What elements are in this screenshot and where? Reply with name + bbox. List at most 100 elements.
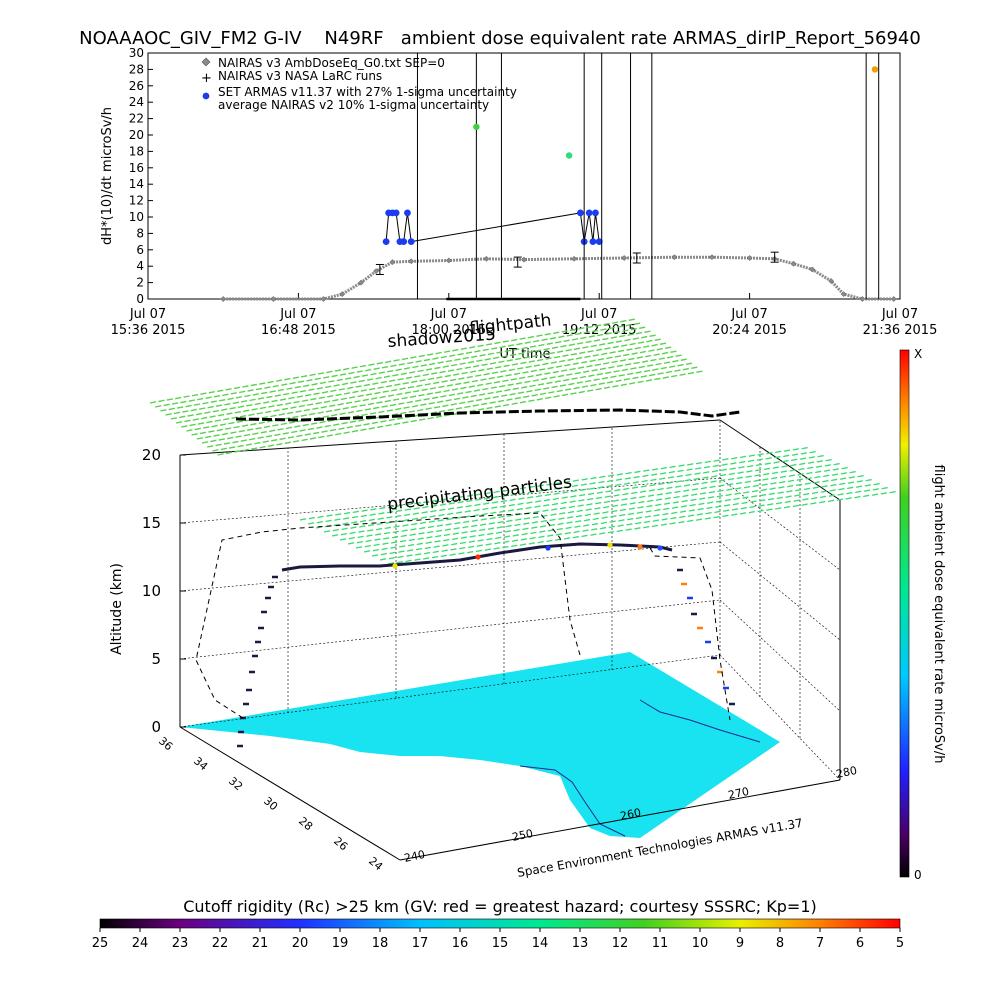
particle-dash [830, 483, 837, 487]
shadow-dash [296, 395, 303, 398]
particle-dash [409, 533, 416, 536]
shadow-dash [213, 434, 220, 437]
bottom-colorbar-tick-label: 24 [132, 936, 149, 951]
shadow-dash [402, 381, 409, 385]
shadow-dash [609, 351, 616, 354]
particle-dash [769, 487, 776, 490]
shadow-dash [578, 327, 585, 330]
nairas-v3-point [671, 254, 678, 261]
top-y-tick-label: 20 [129, 128, 144, 142]
particle-dash [675, 485, 682, 488]
particle-dash [559, 506, 567, 510]
particle-dash [439, 508, 446, 512]
particle-dash [565, 526, 572, 530]
shadow-dash [687, 371, 695, 375]
nairas-v3-point [445, 257, 452, 264]
particle-dash [351, 515, 359, 519]
particle-dash [672, 501, 679, 504]
shadow-dash [459, 362, 466, 365]
particle-dash [800, 452, 807, 455]
shadow-dash [277, 388, 285, 392]
shadow-dash [605, 371, 612, 375]
bottom-colorbar-tick-label: 14 [532, 936, 549, 951]
shadow-dash [545, 396, 552, 400]
shadow-dash [533, 364, 541, 367]
particle-dash [792, 448, 799, 451]
particle-dash [623, 487, 630, 491]
particle-dash [881, 486, 888, 490]
shadow-dash [669, 365, 676, 368]
particle-dash [473, 508, 480, 512]
shadow-dash [345, 377, 352, 380]
shadow-dash [531, 354, 539, 358]
particle-dash [807, 461, 815, 464]
particle-dash [520, 538, 527, 541]
shadow-dash [393, 398, 400, 401]
shadow-dash [371, 397, 378, 400]
shadow-dash [660, 366, 667, 370]
shadow-dash [484, 358, 491, 361]
particle-dash [754, 474, 761, 477]
particle-dash [567, 516, 574, 519]
shadow-dash [477, 383, 484, 387]
shadow-dash [578, 390, 585, 394]
shadow-dash [259, 406, 267, 410]
shadow-dash [338, 388, 345, 391]
shadow-dash [257, 436, 264, 439]
particle-dash [742, 496, 749, 499]
particle-dash [738, 466, 745, 469]
shadow-dash [654, 377, 661, 381]
shadow-dash [411, 404, 419, 408]
shadow-dash [192, 418, 199, 421]
particle-dash [414, 501, 421, 505]
shadow-dash [382, 390, 389, 393]
shadow-dash [318, 396, 325, 400]
shadow-dash [519, 337, 526, 340]
shadow-dash [618, 374, 625, 377]
shadow-dash [345, 401, 353, 405]
particle-dash [765, 457, 772, 460]
bottom-colorbar-tick-label: 19 [332, 936, 349, 951]
particle-dash [432, 550, 439, 554]
particle-dash [609, 520, 616, 523]
particle-dash [460, 536, 467, 539]
shadow-dash [348, 371, 355, 375]
particle-dash [504, 530, 511, 533]
shadow-dash [220, 447, 227, 451]
shadow-dash [625, 323, 632, 327]
particle-dash [671, 511, 678, 515]
particle-dash [342, 522, 349, 525]
shadow-dash [643, 345, 650, 348]
shadow-dash [502, 340, 509, 343]
shadow-dash [381, 405, 388, 408]
particle-dash [528, 542, 535, 545]
shadow-dash [450, 403, 457, 406]
particle-dash [500, 499, 507, 503]
shadow-dash [513, 348, 520, 351]
shadow-dash [271, 399, 278, 403]
particle-dash [375, 527, 383, 531]
particle-dash [626, 523, 633, 526]
particle-dash [587, 492, 595, 496]
particle-dash [598, 480, 605, 484]
particle-dash [781, 465, 788, 468]
shadow-dash [371, 421, 379, 425]
particle-dash [785, 495, 792, 498]
shadow-dash [424, 383, 431, 386]
shadow-dash [647, 364, 654, 367]
particle-dash [307, 522, 315, 525]
particle-dash [711, 475, 718, 478]
shadow-dash [179, 415, 186, 419]
shadow-dash [289, 381, 296, 385]
shadow-dash [549, 376, 556, 379]
shadow-dash [294, 425, 301, 428]
particle-dash [756, 458, 763, 461]
shadow-dash [611, 360, 618, 364]
particle-dash [373, 543, 380, 547]
nairas-v3-point [709, 254, 715, 261]
particle-dash [417, 537, 424, 540]
particle-dash [547, 534, 554, 537]
bottom-colorbar-tick-label: 21 [252, 936, 269, 951]
particle-dash [402, 524, 409, 527]
